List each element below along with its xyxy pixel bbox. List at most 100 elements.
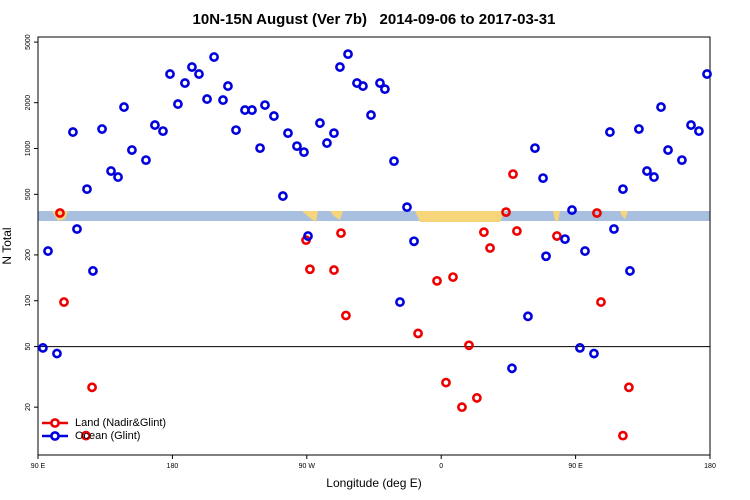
- point: [448, 272, 458, 282]
- point: [464, 340, 474, 351]
- y-tick-label: 1000: [25, 141, 32, 157]
- point: [165, 69, 175, 79]
- point: [127, 145, 137, 155]
- x-tick-label: 180: [167, 463, 179, 470]
- point: [247, 105, 257, 115]
- point: [283, 128, 293, 139]
- point: [575, 343, 585, 353]
- point: [343, 49, 353, 60]
- point: [341, 310, 351, 321]
- point: [329, 128, 339, 139]
- point: [609, 224, 619, 234]
- y-tick-label: 5000: [25, 34, 32, 50]
- y-tick-label: 500: [25, 188, 32, 200]
- point: [479, 227, 489, 238]
- point: [329, 265, 339, 275]
- chart-title: 10N-15N August (Ver 7b) 2014-09-06 to 20…: [193, 11, 556, 28]
- point: [158, 126, 168, 137]
- x-tick-label: 90 W: [299, 463, 316, 470]
- point: [663, 145, 673, 155]
- point: [541, 251, 551, 262]
- point: [336, 228, 346, 239]
- x-tick-label: 0: [439, 463, 443, 470]
- point: [580, 246, 590, 256]
- point: [642, 166, 652, 176]
- point: [605, 127, 615, 137]
- point: [255, 143, 265, 154]
- point: [180, 78, 190, 88]
- legend-marker: [50, 418, 60, 428]
- point: [395, 297, 405, 307]
- band: [38, 211, 710, 221]
- point: [702, 69, 712, 79]
- point: [59, 297, 69, 307]
- point: [530, 143, 540, 154]
- legend-label: Land (Nadir&Glint): [75, 417, 166, 429]
- y-axis-label: N Total: [0, 227, 14, 264]
- point: [223, 81, 233, 91]
- point: [432, 276, 442, 286]
- point: [508, 169, 518, 179]
- point: [87, 382, 97, 393]
- point: [38, 343, 48, 353]
- point: [441, 377, 451, 388]
- point: [150, 120, 160, 130]
- legend-marker: [50, 431, 60, 441]
- y-tick-label: 100: [25, 295, 32, 307]
- point: [335, 62, 345, 72]
- point: [618, 184, 628, 195]
- band-blob: [52, 211, 628, 222]
- point: [523, 311, 533, 322]
- point: [694, 126, 704, 137]
- point: [380, 84, 390, 95]
- point: [202, 94, 212, 104]
- point: [358, 81, 368, 91]
- point: [97, 124, 107, 134]
- point: [194, 69, 204, 79]
- point: [471, 393, 482, 403]
- point: [501, 207, 511, 218]
- point: [43, 246, 53, 256]
- y-tick-label: 20: [25, 403, 32, 411]
- point: [457, 402, 467, 413]
- point: [413, 328, 423, 339]
- point: [278, 191, 288, 201]
- point: [292, 141, 302, 151]
- point: [82, 184, 92, 195]
- point: [402, 202, 412, 213]
- point: [315, 118, 325, 128]
- x-tick-label: 90 E: [31, 463, 46, 470]
- point: [187, 62, 197, 72]
- legend-label: Ocean (Glint): [75, 430, 140, 442]
- point: [52, 348, 62, 359]
- point: [119, 102, 129, 112]
- point: [649, 172, 659, 182]
- point: [592, 208, 602, 218]
- point: [485, 243, 495, 253]
- point: [552, 231, 562, 241]
- point: [218, 95, 228, 105]
- y-tick-label: 50: [25, 343, 32, 351]
- point: [624, 382, 634, 393]
- point: [634, 124, 644, 134]
- point: [567, 205, 577, 215]
- point: [68, 127, 78, 137]
- point: [106, 166, 116, 176]
- point: [72, 224, 82, 234]
- point: [507, 363, 517, 374]
- point: [173, 99, 183, 109]
- point: [677, 155, 687, 166]
- point: [618, 430, 628, 441]
- point: [512, 226, 522, 236]
- x-tick-label: 90 E: [568, 463, 583, 470]
- x-tick-label: 180: [704, 463, 716, 470]
- point: [596, 297, 606, 307]
- point: [209, 52, 219, 62]
- point: [538, 173, 548, 184]
- y-tick-label: 2000: [25, 95, 32, 111]
- point: [322, 138, 332, 148]
- point: [656, 102, 666, 112]
- point: [305, 264, 315, 275]
